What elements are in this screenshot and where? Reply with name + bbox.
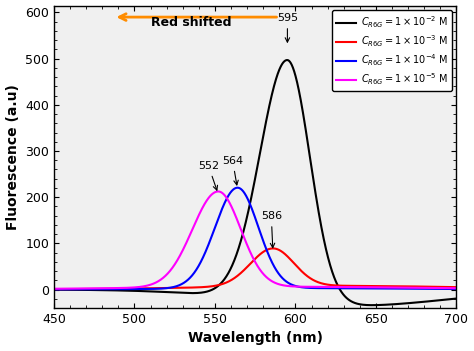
Text: 552: 552 (198, 161, 219, 190)
$C_{R6G}=1\times10^{-3}$ M (99, 287, 105, 291)
Y-axis label: Fluorescence (a.u): Fluorescence (a.u) (6, 84, 19, 230)
X-axis label: Wavelength (nm): Wavelength (nm) (188, 331, 323, 345)
$C_{R6G}=1\times10^{-2}$ M (99, 288, 105, 292)
$C_{R6G}=1\times10^{-5}$ M (99, 286, 105, 290)
$C_{R6G}=1\times10^{-2}$ M (470, 295, 474, 299)
$C_{R6G}=1\times10^{-5}$ M (211, 190, 217, 194)
$C_{R6G}=1\times10^{-4}$ M (211, 227, 217, 231)
$C_{R6G}=1\times10^{-3}$ M (270, 246, 276, 251)
$C_{R6G}=1\times10^{-4}$ M (99, 287, 105, 291)
$C_{R6G}=1\times10^{-5}$ M (51, 287, 57, 291)
Text: 586: 586 (261, 211, 282, 248)
$C_{R6G}=1\times10^{-4}$ M (417, 287, 422, 291)
$C_{R6G}=1\times10^{-5}$ M (462, 286, 467, 290)
$C_{R6G}=1\times10^{-3}$ M (417, 284, 422, 289)
$C_{R6G}=1\times10^{-5}$ M (215, 189, 221, 193)
$C_{R6G}=1\times10^{-2}$ M (51, 287, 57, 292)
Legend: $C_{R6G}=1\times10^{-2}$ M, $C_{R6G}=1\times10^{-3}$ M, $C_{R6G}=1\times10^{-4}$: $C_{R6G}=1\times10^{-2}$ M, $C_{R6G}=1\t… (332, 11, 452, 91)
Text: 595: 595 (277, 13, 298, 42)
$C_{R6G}=1\times10^{-5}$ M (470, 286, 474, 291)
$C_{R6G}=1\times10^{-3}$ M (230, 277, 236, 282)
$C_{R6G}=1\times10^{-2}$ M (369, 303, 375, 307)
$C_{R6G}=1\times10^{-2}$ M (230, 262, 236, 266)
$C_{R6G}=1\times10^{-2}$ M (462, 296, 467, 300)
Line: $C_{R6G}=1\times10^{-4}$ M: $C_{R6G}=1\times10^{-4}$ M (54, 188, 473, 290)
$C_{R6G}=1\times10^{-4}$ M (235, 186, 240, 190)
$C_{R6G}=1\times10^{-4}$ M (470, 287, 474, 291)
$C_{R6G}=1\times10^{-3}$ M (124, 286, 129, 291)
$C_{R6G}=1\times10^{-2}$ M (211, 286, 217, 291)
$C_{R6G}=1\times10^{-4}$ M (462, 287, 467, 291)
$C_{R6G}=1\times10^{-5}$ M (417, 286, 422, 290)
Text: 564: 564 (222, 156, 243, 185)
$C_{R6G}=1\times10^{-2}$ M (124, 289, 129, 293)
Line: $C_{R6G}=1\times10^{-2}$ M: $C_{R6G}=1\times10^{-2}$ M (54, 60, 473, 305)
$C_{R6G}=1\times10^{-4}$ M (230, 188, 236, 192)
Text: Red shifted: Red shifted (151, 16, 231, 29)
$C_{R6G}=1\times10^{-3}$ M (462, 285, 467, 289)
$C_{R6G}=1\times10^{-3}$ M (211, 284, 217, 288)
$C_{R6G}=1\times10^{-2}$ M (417, 300, 422, 304)
$C_{R6G}=1\times10^{-4}$ M (124, 287, 129, 291)
Line: $C_{R6G}=1\times10^{-5}$ M: $C_{R6G}=1\times10^{-5}$ M (54, 191, 473, 289)
$C_{R6G}=1\times10^{-5}$ M (124, 286, 129, 290)
$C_{R6G}=1\times10^{-3}$ M (51, 287, 57, 291)
$C_{R6G}=1\times10^{-3}$ M (470, 285, 474, 290)
$C_{R6G}=1\times10^{-5}$ M (230, 207, 236, 212)
Line: $C_{R6G}=1\times10^{-3}$ M: $C_{R6G}=1\times10^{-3}$ M (54, 249, 473, 289)
$C_{R6G}=1\times10^{-4}$ M (51, 287, 57, 292)
$C_{R6G}=1\times10^{-2}$ M (284, 58, 290, 62)
